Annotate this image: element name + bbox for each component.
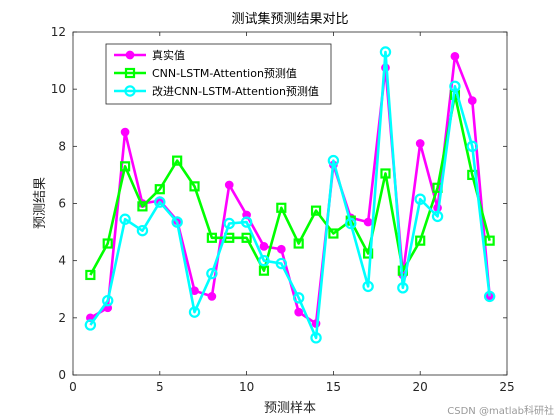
series-2-point	[415, 235, 426, 246]
series-3-point	[275, 257, 288, 270]
x-tick-label: 5	[156, 380, 164, 394]
chart-title: 测试集预测结果对比	[231, 11, 348, 27]
series-1-point	[450, 51, 460, 61]
legend-label: 真实值	[152, 48, 185, 62]
x-tick-label: 10	[239, 380, 254, 394]
series-2-point	[258, 265, 270, 276]
x-tick-label: 0	[69, 380, 77, 394]
y-tick-label: 6	[58, 197, 66, 211]
series-3-point	[466, 140, 478, 153]
legend-swatch-marker	[124, 67, 136, 79]
series-2-line	[89, 93, 491, 276]
series-3-point	[188, 306, 201, 318]
legend-label: 改进CNN-LSTM-Attention预测值	[152, 84, 319, 98]
series-2-point	[206, 232, 217, 243]
series-2-point	[102, 238, 113, 249]
series-2-point	[154, 184, 165, 195]
series-3-point	[310, 332, 322, 344]
series-3-point	[154, 196, 166, 208]
series-2-point	[484, 235, 495, 246]
series-1-point	[415, 139, 425, 148]
series-2-point	[276, 202, 287, 213]
watermark: CSDN @matlab科研社	[447, 406, 554, 417]
x-tick-label: 15	[326, 380, 341, 394]
series-3-point	[292, 292, 305, 304]
data-marks	[84, 46, 496, 344]
series-2-point	[85, 269, 96, 281]
series-3-point	[206, 267, 218, 280]
x-tick-label: 20	[413, 380, 428, 394]
series-3-point	[119, 213, 131, 225]
series-3-point	[171, 216, 183, 228]
series-2-point	[137, 201, 148, 212]
series-3-point	[431, 210, 444, 223]
series-3-point	[102, 294, 114, 307]
series-2-point	[380, 168, 391, 179]
legend-swatch-marker	[125, 50, 135, 60]
legend-item: CNN-LSTM-Attention预测值	[114, 67, 297, 80]
x-tick-label: 25	[499, 380, 514, 394]
y-tick-label: 12	[51, 25, 66, 39]
legend-item: 改进CNN-LSTM-Attention预测值	[114, 84, 319, 98]
series-1-point	[259, 242, 269, 251]
series-2-point	[241, 232, 252, 243]
series-1-point	[120, 127, 130, 137]
series-1-point	[224, 180, 234, 190]
series-1-point	[276, 244, 286, 254]
y-tick-label: 2	[58, 311, 66, 325]
series-3-point	[240, 216, 253, 228]
series-1-point	[294, 307, 304, 317]
legend-swatch-marker	[124, 85, 136, 97]
series-3-point	[362, 280, 374, 293]
series-3-point	[397, 282, 409, 294]
series-2-point	[310, 205, 322, 216]
x-axis-title: 预测样本	[264, 401, 316, 416]
series-3	[84, 46, 496, 344]
series-3-point	[84, 319, 97, 331]
series-3-point	[327, 154, 340, 167]
y-tick-label: 10	[51, 82, 66, 96]
series-3-point	[258, 254, 270, 267]
series-3-point	[345, 217, 357, 230]
series-2-point	[119, 161, 131, 172]
series-2-point	[293, 238, 304, 249]
series-3-point	[414, 193, 426, 205]
y-axis-title: 预测结果	[33, 177, 48, 229]
series-2-point	[189, 181, 200, 192]
series-2	[85, 89, 495, 281]
series-3-point	[223, 217, 235, 230]
y-tick-label: 4	[58, 254, 66, 268]
series-2-point	[328, 228, 339, 239]
axis-ticks: 0 5 10 15 20 25 0 2 4 6 8 10 12	[51, 25, 515, 394]
series-3-point	[483, 290, 496, 303]
series-2-point	[363, 248, 374, 259]
series-3-point	[449, 80, 461, 93]
series-1-point	[207, 292, 217, 301]
series-1-point	[363, 217, 373, 227]
y-tick-label: 8	[58, 139, 66, 153]
legend-label: CNN-LSTM-Attention预测值	[152, 67, 297, 80]
legend: 真实值 CNN-LSTM-Attention预测值改进CNN-LSTM-Atten…	[105, 43, 332, 105]
series-3-point	[136, 224, 149, 237]
series-1-point	[467, 96, 477, 105]
series-2-point	[172, 155, 183, 166]
legend-item: 真实值	[114, 48, 185, 62]
y-tick-label: 0	[58, 368, 66, 382]
series-3-point	[379, 46, 392, 58]
